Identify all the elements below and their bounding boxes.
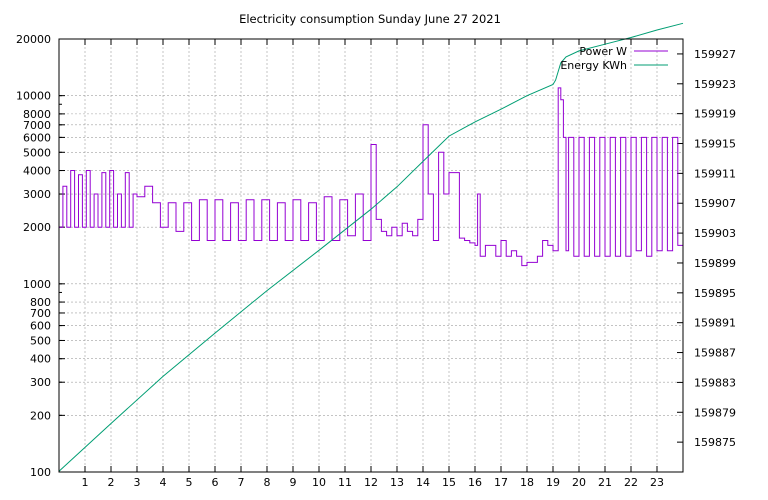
y-left-tick-label: 10000: [16, 90, 51, 103]
y-left-tick-label: 1000: [23, 278, 51, 291]
x-tick-label: 21: [598, 476, 612, 489]
y-left-tick-label: 20000: [16, 33, 51, 46]
x-tick-label: 11: [338, 476, 352, 489]
y-left-tick-label: 300: [30, 376, 51, 389]
series-line-energy-kwh: [58, 22, 684, 472]
x-tick-label: 12: [364, 476, 378, 489]
y-left-tick-label: 700: [30, 307, 51, 320]
y-left-tick-label: 400: [30, 353, 51, 366]
y-right-tick-label: 159919: [694, 108, 736, 121]
x-tick-label: 7: [238, 476, 245, 489]
x-tick-label: 8: [264, 476, 271, 489]
y-left-tick-label: 100: [30, 466, 51, 479]
y-right-tick-label: 159923: [694, 78, 736, 91]
y-left-tick-label: 8000: [23, 108, 51, 121]
y-right-tick-label: 159927: [694, 48, 736, 61]
y-right-tick-label: 159879: [694, 406, 736, 419]
x-tick-label: 18: [520, 476, 534, 489]
x-tick-label: 13: [390, 476, 404, 489]
x-tick-label: 23: [650, 476, 664, 489]
y-right-tick-label: 159911: [694, 167, 736, 180]
y-right-tick-label: 159915: [694, 138, 736, 151]
x-tick-label: 22: [624, 476, 638, 489]
x-tick-label: 2: [108, 476, 115, 489]
y-left-tick-label: 3000: [23, 188, 51, 201]
y-left-tick-label: 800: [30, 296, 51, 309]
y-right-tick-label: 159907: [694, 197, 736, 210]
y-left-tick-label: 5000: [23, 146, 51, 159]
y-right-tick-label: 159883: [694, 376, 736, 389]
legend-label: Power W: [579, 45, 627, 58]
x-tick-label: 6: [212, 476, 219, 489]
y-left-tick-label: 7000: [23, 119, 51, 132]
series-line-power-w: [59, 87, 683, 267]
y-right-tick-label: 159899: [694, 257, 736, 270]
y-left-tick-label: 4000: [23, 165, 51, 178]
tick-labels: 1 2 3 4 5 6 7 8 9 10 11 12 13 14 15 16 17 18 19 20 21 22 23100…: [16, 33, 736, 489]
x-tick-label: 1: [82, 476, 89, 489]
plot-frame: [58, 38, 684, 473]
x-tick-label: 10: [312, 476, 326, 489]
y-left-tick-label: 500: [30, 334, 51, 347]
chart-title: Electricity consumption Sunday June 27 2…: [239, 12, 501, 26]
x-tick-label: 9: [290, 476, 297, 489]
x-tick-label: 17: [494, 476, 508, 489]
legend-label: Energy KWh: [560, 59, 627, 72]
x-tick-label: 3: [134, 476, 141, 489]
x-tick-label: 20: [572, 476, 586, 489]
series-lines: [58, 22, 684, 472]
x-tick-label: 19: [546, 476, 560, 489]
y-left-tick-label: 2000: [23, 221, 51, 234]
y-right-tick-label: 159891: [694, 317, 736, 330]
x-tick-label: 15: [442, 476, 456, 489]
y-right-tick-label: 159903: [694, 227, 736, 240]
grid-lines: [59, 39, 683, 472]
x-tick-label: 16: [468, 476, 482, 489]
y-left-tick-label: 600: [30, 320, 51, 333]
y-left-tick-label: 6000: [23, 131, 51, 144]
y-left-tick-label: 200: [30, 409, 51, 422]
x-tick-label: 14: [416, 476, 430, 489]
x-tick-label: 4: [160, 476, 167, 489]
y-right-tick-label: 159887: [694, 347, 736, 360]
x-tick-label: 5: [186, 476, 193, 489]
y-right-tick-label: 159895: [694, 287, 736, 300]
y-right-tick-label: 159875: [694, 436, 736, 449]
